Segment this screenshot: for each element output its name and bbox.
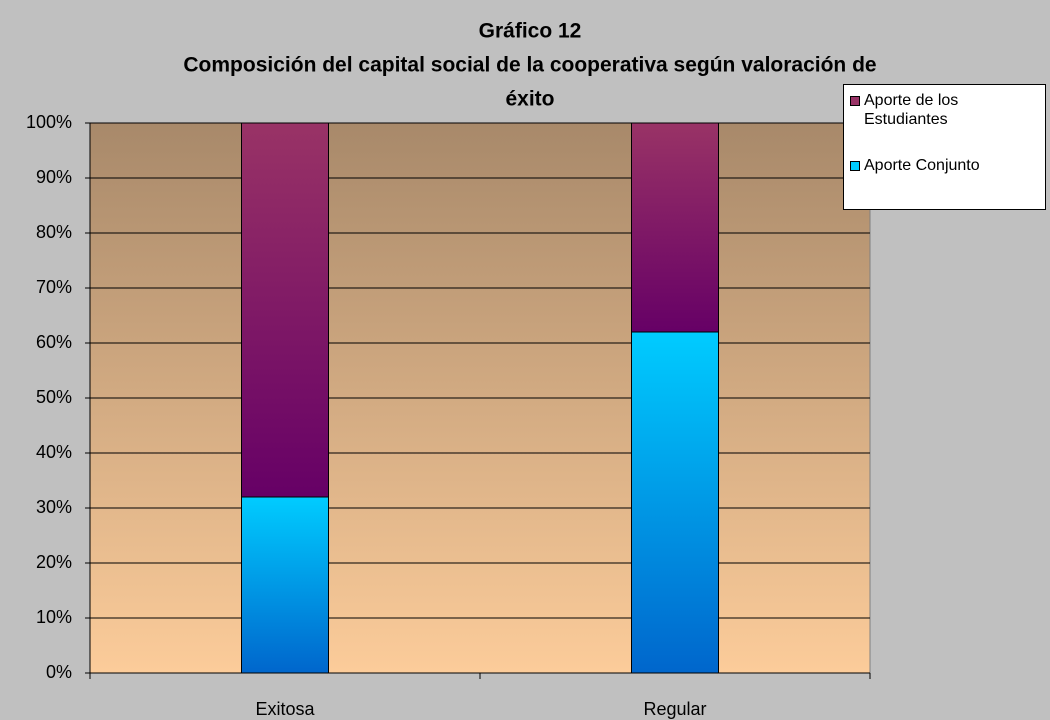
y-tick-label: 80% — [36, 222, 72, 242]
y-tick-label: 30% — [36, 497, 72, 517]
legend-label: Aporte de los Estudiantes — [864, 92, 959, 128]
y-tick-label: 0% — [46, 662, 72, 682]
legend-item: Aporte Conjunto — [850, 156, 1050, 175]
bar-segment — [241, 122, 329, 498]
y-tick-label: 90% — [36, 167, 72, 187]
y-tick-label: 40% — [36, 442, 72, 462]
legend: Aporte de los Estudiantes Aporte Conjunto — [843, 84, 1046, 210]
legend-swatch — [850, 161, 860, 171]
legend-item: Aporte de los Estudiantes — [850, 91, 1050, 129]
legend-swatch — [850, 96, 860, 106]
chart-title: Gráfico 12 — [479, 20, 582, 43]
chart-title: Composición del capital social de la coo… — [183, 54, 876, 77]
x-tick-label: Regular — [643, 699, 706, 719]
bar-segment — [631, 331, 719, 674]
y-tick-label: 10% — [36, 607, 72, 627]
chart-title: éxito — [505, 88, 554, 111]
bar-segment — [241, 496, 329, 674]
y-tick-label: 100% — [26, 112, 72, 132]
y-tick-label: 20% — [36, 552, 72, 572]
y-tick-label: 50% — [36, 387, 72, 407]
legend-label: Aporte Conjunto — [864, 157, 980, 174]
x-tick-label: Exitosa — [255, 699, 315, 719]
bar-segment — [631, 122, 719, 333]
y-tick-label: 70% — [36, 277, 72, 297]
y-tick-label: 60% — [36, 332, 72, 352]
